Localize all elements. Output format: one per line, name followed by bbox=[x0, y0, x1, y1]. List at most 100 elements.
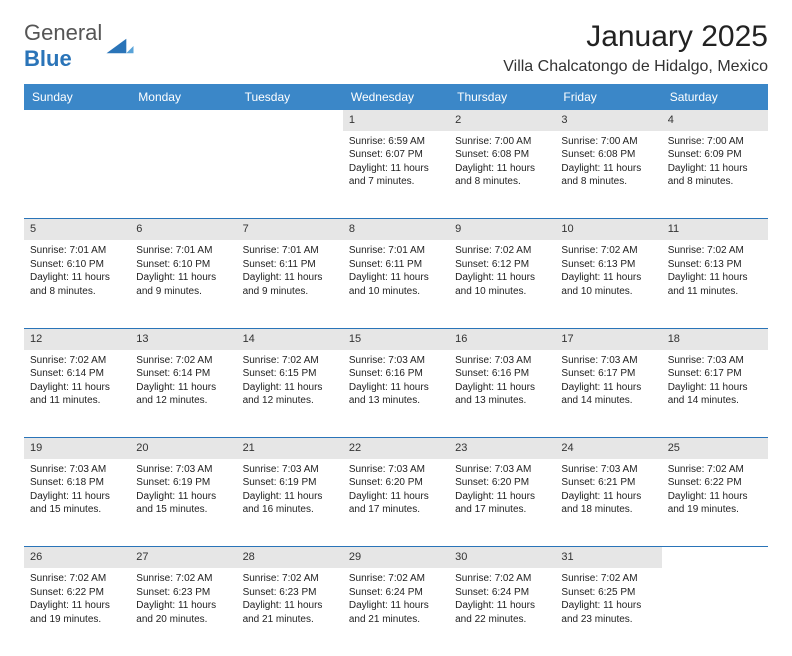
day-info-cell: Sunrise: 7:03 AMSunset: 6:19 PMDaylight:… bbox=[237, 459, 343, 547]
day-number-row: 567891011 bbox=[24, 219, 768, 240]
day-number-cell: 12 bbox=[24, 328, 130, 349]
logo: General Blue bbox=[24, 20, 134, 72]
day-info-cell: Sunrise: 7:03 AMSunset: 6:17 PMDaylight:… bbox=[555, 350, 661, 438]
header: General Blue January 2025 Villa Chalcato… bbox=[24, 20, 768, 76]
day-info-row: Sunrise: 6:59 AMSunset: 6:07 PMDaylight:… bbox=[24, 131, 768, 219]
day-info-cell bbox=[237, 131, 343, 219]
day-number-cell: 6 bbox=[130, 219, 236, 240]
day-number-cell: 16 bbox=[449, 328, 555, 349]
day-info-cell: Sunrise: 7:02 AMSunset: 6:22 PMDaylight:… bbox=[24, 568, 130, 656]
day-number-cell: 3 bbox=[555, 110, 661, 131]
weekday-header: Thursday bbox=[449, 84, 555, 110]
logo-word-1: General bbox=[24, 20, 102, 45]
day-number-cell: 11 bbox=[662, 219, 768, 240]
calendar-body: 1234 Sunrise: 6:59 AMSunset: 6:07 PMDayl… bbox=[24, 110, 768, 656]
day-info-cell: Sunrise: 7:00 AMSunset: 6:09 PMDaylight:… bbox=[662, 131, 768, 219]
title-group: January 2025 Villa Chalcatongo de Hidalg… bbox=[503, 20, 768, 76]
day-number-cell: 28 bbox=[237, 547, 343, 568]
day-number-row: 12131415161718 bbox=[24, 328, 768, 349]
day-info-row: Sunrise: 7:02 AMSunset: 6:14 PMDaylight:… bbox=[24, 350, 768, 438]
day-number-cell: 1 bbox=[343, 110, 449, 131]
day-info-cell: Sunrise: 7:01 AMSunset: 6:10 PMDaylight:… bbox=[24, 240, 130, 328]
day-info-cell: Sunrise: 7:00 AMSunset: 6:08 PMDaylight:… bbox=[555, 131, 661, 219]
weekday-header: Saturday bbox=[662, 84, 768, 110]
day-number-cell: 15 bbox=[343, 328, 449, 349]
weekday-header: Sunday bbox=[24, 84, 130, 110]
day-number-row: 262728293031 bbox=[24, 547, 768, 568]
day-info-row: Sunrise: 7:01 AMSunset: 6:10 PMDaylight:… bbox=[24, 240, 768, 328]
day-info-row: Sunrise: 7:03 AMSunset: 6:18 PMDaylight:… bbox=[24, 459, 768, 547]
day-number-cell: 17 bbox=[555, 328, 661, 349]
location: Villa Chalcatongo de Hidalgo, Mexico bbox=[503, 58, 768, 76]
weekday-row: SundayMondayTuesdayWednesdayThursdayFrid… bbox=[24, 84, 768, 110]
day-number-cell bbox=[24, 110, 130, 131]
day-info-row: Sunrise: 7:02 AMSunset: 6:22 PMDaylight:… bbox=[24, 568, 768, 656]
logo-triangle-icon bbox=[106, 37, 134, 55]
calendar-table: SundayMondayTuesdayWednesdayThursdayFrid… bbox=[24, 84, 768, 656]
month-title: January 2025 bbox=[503, 20, 768, 54]
day-info-cell bbox=[662, 568, 768, 656]
day-info-cell: Sunrise: 7:01 AMSunset: 6:11 PMDaylight:… bbox=[237, 240, 343, 328]
logo-text: General Blue bbox=[24, 20, 102, 72]
day-info-cell: Sunrise: 7:02 AMSunset: 6:13 PMDaylight:… bbox=[555, 240, 661, 328]
calendar-head: SundayMondayTuesdayWednesdayThursdayFrid… bbox=[24, 84, 768, 110]
day-number-cell: 24 bbox=[555, 438, 661, 459]
day-number-cell: 26 bbox=[24, 547, 130, 568]
day-info-cell: Sunrise: 7:02 AMSunset: 6:24 PMDaylight:… bbox=[343, 568, 449, 656]
day-number-row: 19202122232425 bbox=[24, 438, 768, 459]
day-info-cell bbox=[130, 131, 236, 219]
day-number-cell: 21 bbox=[237, 438, 343, 459]
day-info-cell: Sunrise: 7:02 AMSunset: 6:22 PMDaylight:… bbox=[662, 459, 768, 547]
day-number-cell: 4 bbox=[662, 110, 768, 131]
day-number-cell: 20 bbox=[130, 438, 236, 459]
day-info-cell: Sunrise: 7:03 AMSunset: 6:20 PMDaylight:… bbox=[449, 459, 555, 547]
weekday-header: Friday bbox=[555, 84, 661, 110]
day-number-cell: 23 bbox=[449, 438, 555, 459]
day-number-cell: 5 bbox=[24, 219, 130, 240]
day-info-cell: Sunrise: 7:03 AMSunset: 6:21 PMDaylight:… bbox=[555, 459, 661, 547]
day-info-cell: Sunrise: 7:01 AMSunset: 6:10 PMDaylight:… bbox=[130, 240, 236, 328]
day-number-row: 1234 bbox=[24, 110, 768, 131]
day-info-cell: Sunrise: 7:00 AMSunset: 6:08 PMDaylight:… bbox=[449, 131, 555, 219]
day-info-cell: Sunrise: 7:03 AMSunset: 6:17 PMDaylight:… bbox=[662, 350, 768, 438]
day-number-cell: 29 bbox=[343, 547, 449, 568]
day-number-cell: 9 bbox=[449, 219, 555, 240]
day-info-cell: Sunrise: 7:02 AMSunset: 6:23 PMDaylight:… bbox=[237, 568, 343, 656]
day-number-cell bbox=[130, 110, 236, 131]
day-info-cell: Sunrise: 7:02 AMSunset: 6:14 PMDaylight:… bbox=[24, 350, 130, 438]
day-number-cell: 7 bbox=[237, 219, 343, 240]
day-info-cell: Sunrise: 7:02 AMSunset: 6:23 PMDaylight:… bbox=[130, 568, 236, 656]
day-number-cell: 14 bbox=[237, 328, 343, 349]
day-number-cell: 19 bbox=[24, 438, 130, 459]
day-info-cell: Sunrise: 6:59 AMSunset: 6:07 PMDaylight:… bbox=[343, 131, 449, 219]
day-info-cell: Sunrise: 7:02 AMSunset: 6:15 PMDaylight:… bbox=[237, 350, 343, 438]
day-number-cell: 31 bbox=[555, 547, 661, 568]
day-info-cell: Sunrise: 7:03 AMSunset: 6:16 PMDaylight:… bbox=[449, 350, 555, 438]
day-info-cell: Sunrise: 7:02 AMSunset: 6:24 PMDaylight:… bbox=[449, 568, 555, 656]
weekday-header: Wednesday bbox=[343, 84, 449, 110]
day-number-cell bbox=[662, 547, 768, 568]
day-number-cell: 2 bbox=[449, 110, 555, 131]
day-info-cell: Sunrise: 7:02 AMSunset: 6:25 PMDaylight:… bbox=[555, 568, 661, 656]
day-number-cell: 13 bbox=[130, 328, 236, 349]
day-info-cell: Sunrise: 7:03 AMSunset: 6:18 PMDaylight:… bbox=[24, 459, 130, 547]
weekday-header: Monday bbox=[130, 84, 236, 110]
weekday-header: Tuesday bbox=[237, 84, 343, 110]
logo-word-2: Blue bbox=[24, 46, 72, 71]
day-info-cell: Sunrise: 7:02 AMSunset: 6:12 PMDaylight:… bbox=[449, 240, 555, 328]
day-info-cell: Sunrise: 7:01 AMSunset: 6:11 PMDaylight:… bbox=[343, 240, 449, 328]
day-number-cell bbox=[237, 110, 343, 131]
day-info-cell: Sunrise: 7:03 AMSunset: 6:20 PMDaylight:… bbox=[343, 459, 449, 547]
day-number-cell: 8 bbox=[343, 219, 449, 240]
day-number-cell: 25 bbox=[662, 438, 768, 459]
day-number-cell: 27 bbox=[130, 547, 236, 568]
day-info-cell: Sunrise: 7:02 AMSunset: 6:13 PMDaylight:… bbox=[662, 240, 768, 328]
day-info-cell: Sunrise: 7:02 AMSunset: 6:14 PMDaylight:… bbox=[130, 350, 236, 438]
day-number-cell: 18 bbox=[662, 328, 768, 349]
day-info-cell bbox=[24, 131, 130, 219]
day-info-cell: Sunrise: 7:03 AMSunset: 6:16 PMDaylight:… bbox=[343, 350, 449, 438]
day-number-cell: 10 bbox=[555, 219, 661, 240]
day-number-cell: 30 bbox=[449, 547, 555, 568]
day-info-cell: Sunrise: 7:03 AMSunset: 6:19 PMDaylight:… bbox=[130, 459, 236, 547]
day-number-cell: 22 bbox=[343, 438, 449, 459]
